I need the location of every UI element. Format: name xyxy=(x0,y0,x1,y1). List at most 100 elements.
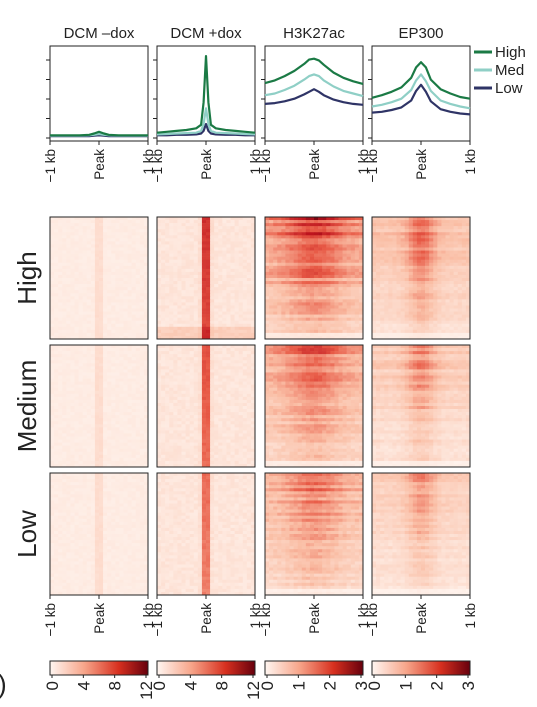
heatmap-cell xyxy=(78,418,83,422)
heatmap-cell xyxy=(161,232,166,236)
heatmap-cell xyxy=(111,485,116,489)
heatmap-cell xyxy=(107,360,112,364)
heatmap-cell xyxy=(66,546,71,550)
heatmap-cell xyxy=(127,253,132,257)
heatmap-cell xyxy=(74,488,79,492)
heatmap-cell xyxy=(157,308,162,312)
heatmap-cell xyxy=(62,244,67,248)
heatmap-cell xyxy=(143,585,149,590)
heatmap-cell xyxy=(139,515,145,520)
heatmap-cell xyxy=(177,406,182,410)
heatmap-cell xyxy=(62,256,67,260)
heatmap-cell xyxy=(90,396,96,401)
heatmap-cell xyxy=(99,390,104,395)
heatmap-cell xyxy=(181,363,186,367)
heatmap-cell xyxy=(62,537,67,541)
series-line-med xyxy=(156,107,256,136)
heatmap-cell xyxy=(139,421,145,425)
heatmap-cell xyxy=(206,402,211,407)
heatmap-cell xyxy=(66,552,71,556)
heatmap-cell xyxy=(127,473,132,477)
heatmap-cell xyxy=(197,375,203,379)
heatmap-cell xyxy=(193,442,199,446)
heatmap-cell xyxy=(115,460,120,465)
heatmap-cell xyxy=(169,390,174,395)
heatmap-cell xyxy=(242,271,248,276)
heatmap-cell xyxy=(193,384,199,388)
heatmap-cell xyxy=(82,317,88,321)
heatmap-cell xyxy=(86,296,92,300)
heatmap-cell xyxy=(58,482,63,486)
heatmap-cell xyxy=(131,479,137,483)
heatmap-cell xyxy=(86,564,92,568)
heatmap-cell xyxy=(242,360,248,364)
heatmap-cell xyxy=(94,305,100,309)
heatmap-cell xyxy=(70,509,75,513)
heatmap-cell xyxy=(62,473,67,477)
heatmap-cell xyxy=(143,555,149,559)
heatmap-cell xyxy=(115,278,120,282)
heatmap-cell xyxy=(127,479,132,483)
heatmap-cell xyxy=(115,567,120,571)
heatmap-cell xyxy=(157,460,162,465)
heatmap-cell xyxy=(54,457,59,462)
heatmap-cell xyxy=(193,241,199,245)
heatmap-cell xyxy=(214,378,219,382)
heatmap-cell xyxy=(50,311,55,315)
heatmap-cell xyxy=(226,329,231,334)
heatmap-cell xyxy=(74,250,79,254)
heatmap-cell xyxy=(119,351,124,355)
heatmap-cell xyxy=(78,573,83,577)
heatmap-cell xyxy=(127,418,132,422)
heatmap-cell xyxy=(54,530,59,535)
heatmap-cell xyxy=(107,564,112,568)
heatmap-cell xyxy=(234,223,239,227)
heatmap-cell xyxy=(58,506,63,510)
heatmap-cell xyxy=(99,534,104,538)
heatmap-cell xyxy=(135,378,141,382)
heatmap-cell xyxy=(74,454,79,459)
heatmap-cell xyxy=(111,348,116,352)
heatmap-cell xyxy=(62,369,67,373)
heatmap-cell xyxy=(193,326,199,331)
heatmap-cell xyxy=(62,463,67,468)
heatmap-cell xyxy=(107,579,112,584)
heatmap-cell xyxy=(62,530,67,535)
heatmap-cell xyxy=(66,591,71,596)
heatmap-cell xyxy=(50,439,55,443)
heatmap-cell xyxy=(197,323,203,328)
heatmap-cell xyxy=(90,305,96,309)
heatmap-cell xyxy=(103,281,108,285)
heatmap-cell xyxy=(78,335,83,340)
heatmap-cell xyxy=(119,424,124,428)
heatmap-cell xyxy=(206,363,211,367)
heatmap-cell xyxy=(135,335,141,340)
heatmap-cell xyxy=(189,445,195,449)
heatmap-cell xyxy=(99,460,104,465)
heatmap-cell xyxy=(181,220,186,224)
heatmap-cell xyxy=(169,247,174,251)
heatmap-cell xyxy=(242,448,248,453)
heatmap-cell xyxy=(193,415,199,419)
heatmap-cell xyxy=(58,305,63,309)
heatmap-cell xyxy=(115,329,120,334)
heatmap-cell xyxy=(214,287,219,291)
heatmap-cell xyxy=(94,552,100,556)
heatmap-cell xyxy=(157,384,162,388)
heatmap-cell xyxy=(78,393,83,398)
heatmap-cell xyxy=(246,366,252,370)
heatmap-cell xyxy=(94,274,100,279)
heatmap-cell xyxy=(197,421,203,425)
heatmap-cell xyxy=(139,491,145,495)
heatmap-cell xyxy=(226,308,231,312)
heatmap-cell xyxy=(86,421,92,425)
heatmap-cell xyxy=(185,332,190,337)
heatmap-cell xyxy=(165,399,170,404)
heatmap-cell xyxy=(94,409,100,413)
heatmap-cell xyxy=(107,591,112,596)
heatmap-cell xyxy=(131,366,137,370)
heatmap-cell xyxy=(234,387,239,392)
heatmap-cell xyxy=(226,217,231,221)
heatmap-cell xyxy=(99,284,104,288)
heatmap-cell xyxy=(242,299,248,303)
